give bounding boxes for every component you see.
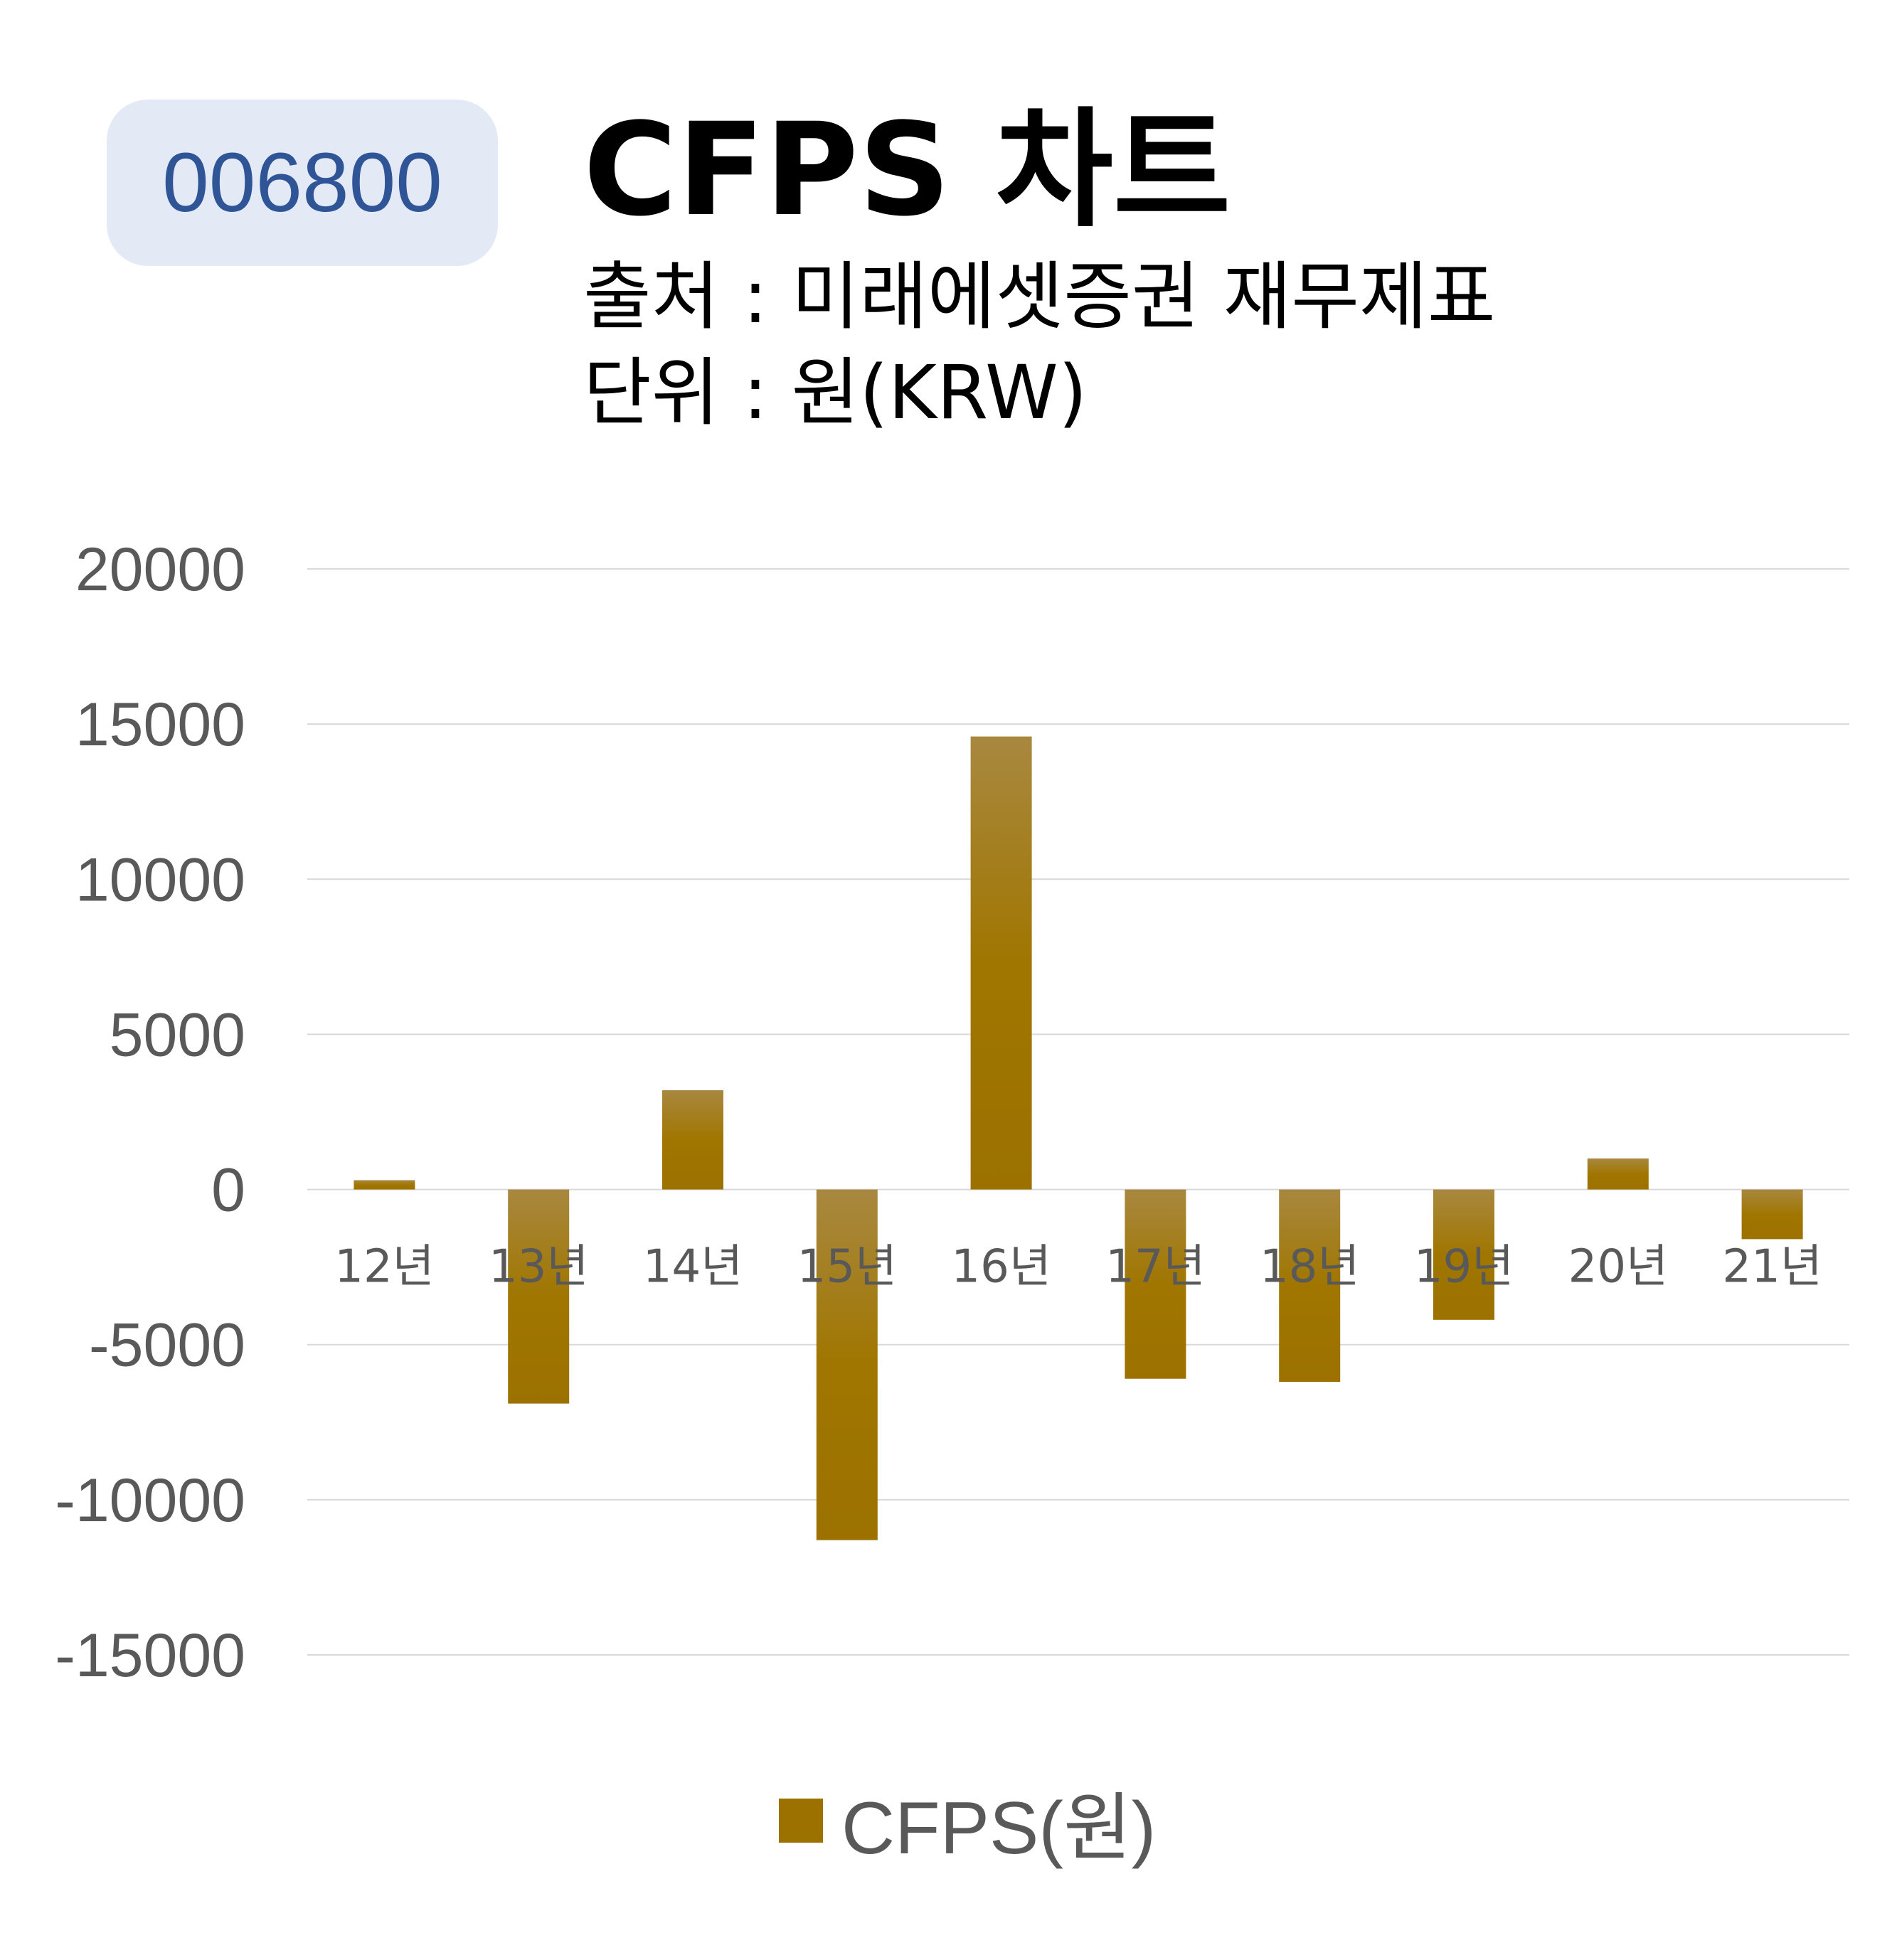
x-tick-label: 13년: [489, 1241, 588, 1294]
x-tick-label: 18년: [1260, 1241, 1359, 1294]
x-tick-label: 19년: [1414, 1241, 1514, 1294]
x-tick-label: 16년: [951, 1241, 1051, 1294]
bar-20년: [1587, 1158, 1649, 1190]
x-tick-label: 12년: [334, 1241, 434, 1294]
x-tick-label: 21년: [1722, 1241, 1822, 1294]
bar-15년: [816, 1189, 878, 1540]
y-tick-label: 20000: [75, 536, 245, 604]
legend: CFPS(원): [779, 1781, 1156, 1870]
bar-12년: [354, 1180, 415, 1190]
bar-16년: [970, 736, 1032, 1190]
y-tick-label: -15000: [55, 1621, 245, 1690]
y-tick-label: 10000: [75, 846, 245, 914]
bar-21년: [1741, 1189, 1803, 1240]
stock-code-badge: 006800: [107, 100, 498, 266]
x-tick-label: 20년: [1568, 1241, 1668, 1294]
stock-code: 006800: [162, 136, 442, 230]
bar-14년: [662, 1090, 723, 1190]
source-text: 출처 : 미래에셋증권 재무제표: [583, 253, 1496, 340]
y-tick-label: -10000: [55, 1466, 245, 1535]
x-tick-label: 15년: [797, 1241, 897, 1294]
y-tick-label: 0: [211, 1156, 245, 1225]
legend-swatch: [779, 1799, 823, 1843]
y-tick-label: -5000: [89, 1311, 245, 1380]
x-tick-label: 17년: [1105, 1241, 1205, 1294]
y-tick-label: 5000: [110, 1001, 245, 1069]
unit-text: 단위 : 원(KRW): [583, 349, 1088, 436]
bar-19년: [1433, 1189, 1494, 1320]
bar-18년: [1279, 1189, 1341, 1383]
chart-title: CFPS 차트: [583, 96, 1231, 245]
bar-13년: [508, 1189, 570, 1404]
x-tick-label: 14년: [643, 1241, 743, 1294]
legend-label: CFPS(원): [841, 1786, 1157, 1870]
bar-17년: [1125, 1189, 1186, 1379]
y-tick-label: 15000: [75, 691, 245, 759]
